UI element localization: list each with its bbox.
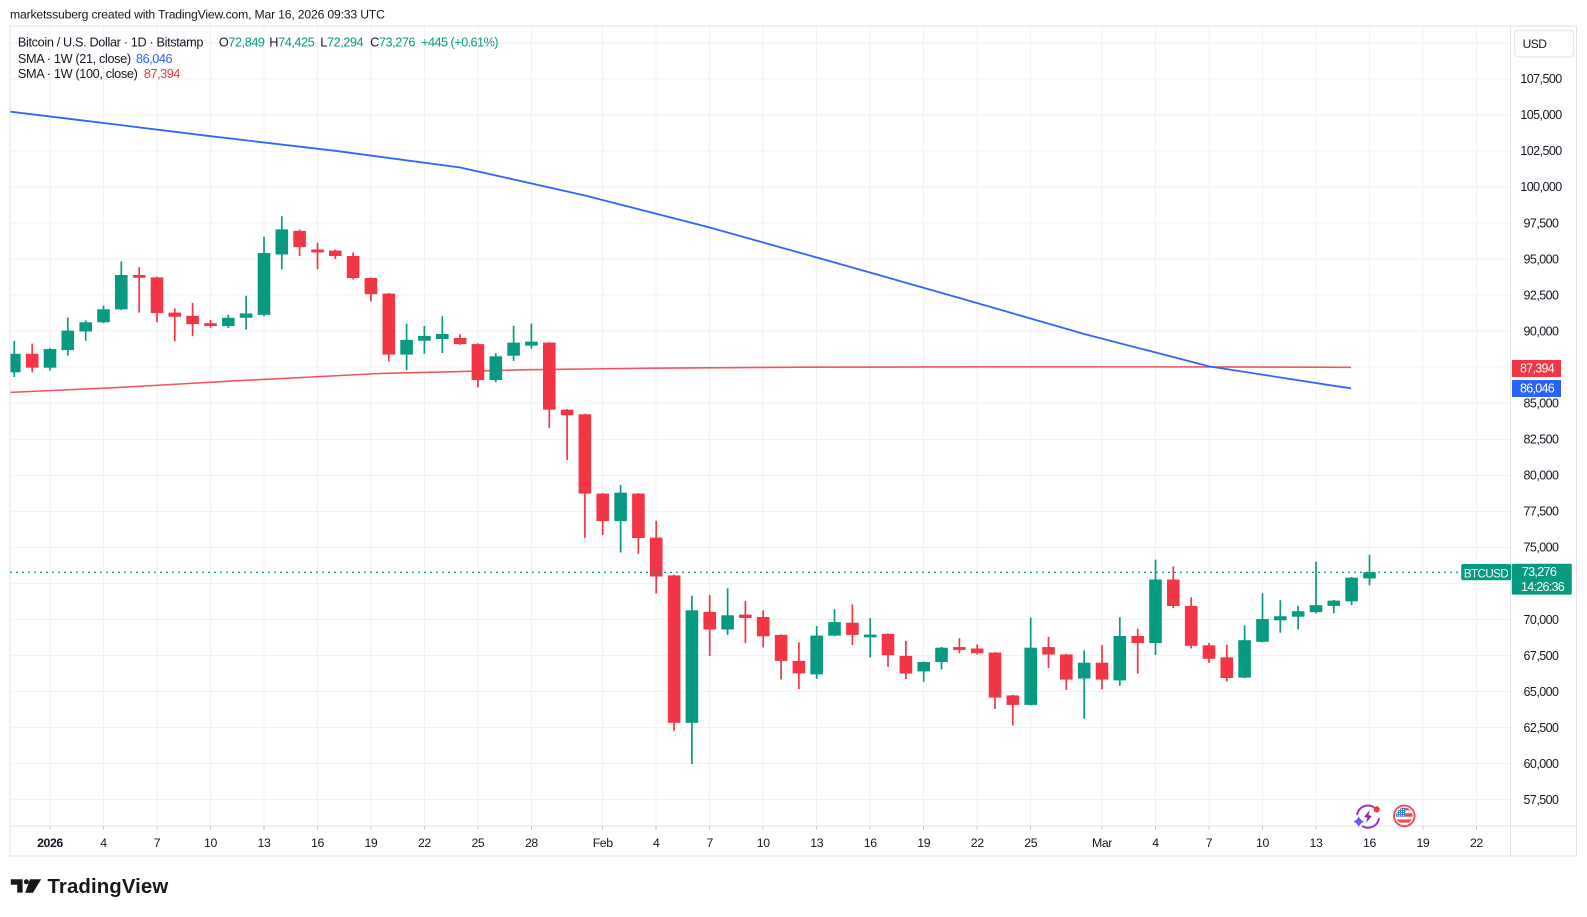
svg-text:13: 13 bbox=[810, 836, 823, 850]
svg-text:19: 19 bbox=[917, 836, 930, 850]
svg-text:87,394: 87,394 bbox=[1520, 362, 1555, 376]
svg-text:Bitcoin / U.S. Dollar · 1D · B: Bitcoin / U.S. Dollar · 1D · Bitstamp O72… bbox=[18, 35, 498, 49]
svg-text:16: 16 bbox=[311, 836, 324, 850]
svg-text:22: 22 bbox=[1470, 836, 1483, 850]
svg-text:16: 16 bbox=[864, 836, 877, 850]
svg-text:65,000: 65,000 bbox=[1524, 685, 1560, 699]
svg-text:13: 13 bbox=[1310, 836, 1323, 850]
svg-text:4: 4 bbox=[100, 836, 107, 850]
svg-text:13: 13 bbox=[258, 836, 271, 850]
svg-text:62,500: 62,500 bbox=[1524, 721, 1560, 735]
svg-text:73,276: 73,276 bbox=[1522, 565, 1557, 579]
svg-text:107,500: 107,500 bbox=[1520, 72, 1562, 86]
svg-text:19: 19 bbox=[364, 836, 377, 850]
svg-text:67,500: 67,500 bbox=[1524, 649, 1560, 663]
svg-text:Feb: Feb bbox=[593, 836, 614, 850]
svg-text:86,046: 86,046 bbox=[1520, 382, 1555, 396]
svg-text:75,000: 75,000 bbox=[1524, 541, 1560, 555]
svg-text:70,000: 70,000 bbox=[1524, 613, 1560, 627]
svg-text:80,000: 80,000 bbox=[1524, 469, 1560, 483]
svg-text:10: 10 bbox=[757, 836, 770, 850]
svg-text:2026: 2026 bbox=[37, 836, 63, 850]
svg-text:USD: USD bbox=[1523, 37, 1548, 51]
svg-text:7: 7 bbox=[1206, 836, 1213, 850]
svg-text:10: 10 bbox=[204, 836, 217, 850]
svg-text:BTCUSD: BTCUSD bbox=[1464, 568, 1508, 580]
svg-text:SMA · 1W (21, close)86,046: SMA · 1W (21, close) 86,046 bbox=[18, 52, 173, 66]
svg-text:14:26:36: 14:26:36 bbox=[1521, 580, 1565, 594]
svg-text:90,000: 90,000 bbox=[1524, 324, 1560, 338]
svg-text:60,000: 60,000 bbox=[1524, 757, 1560, 771]
svg-text:28: 28 bbox=[525, 836, 538, 850]
svg-text:105,000: 105,000 bbox=[1520, 108, 1562, 122]
svg-text:4: 4 bbox=[1152, 836, 1159, 850]
svg-text:25: 25 bbox=[471, 836, 484, 850]
svg-text:57,500: 57,500 bbox=[1524, 793, 1560, 807]
svg-text:TradingView: TradingView bbox=[48, 876, 169, 898]
svg-text:16: 16 bbox=[1363, 836, 1376, 850]
svg-text:marketssuberg created with Tra: marketssuberg created with TradingView.c… bbox=[10, 8, 385, 22]
svg-text:85,000: 85,000 bbox=[1524, 397, 1560, 411]
svg-text:100,000: 100,000 bbox=[1520, 180, 1562, 194]
svg-text:7: 7 bbox=[706, 836, 713, 850]
svg-text:92,500: 92,500 bbox=[1524, 288, 1560, 302]
svg-text:102,500: 102,500 bbox=[1520, 144, 1562, 158]
svg-text:77,500: 77,500 bbox=[1524, 505, 1560, 519]
svg-text:19: 19 bbox=[1416, 836, 1429, 850]
svg-text:Mar: Mar bbox=[1092, 836, 1112, 850]
svg-text:7: 7 bbox=[154, 836, 161, 850]
svg-text:95,000: 95,000 bbox=[1524, 252, 1560, 266]
svg-text:4: 4 bbox=[653, 836, 660, 850]
svg-text:10: 10 bbox=[1256, 836, 1269, 850]
svg-text:22: 22 bbox=[418, 836, 431, 850]
svg-text:22: 22 bbox=[971, 836, 984, 850]
svg-text:97,500: 97,500 bbox=[1524, 216, 1560, 230]
svg-text:25: 25 bbox=[1024, 836, 1037, 850]
svg-text:82,500: 82,500 bbox=[1524, 433, 1560, 447]
svg-text:SMA · 1W (100, close)87,394: SMA · 1W (100, close) 87,394 bbox=[18, 67, 180, 81]
